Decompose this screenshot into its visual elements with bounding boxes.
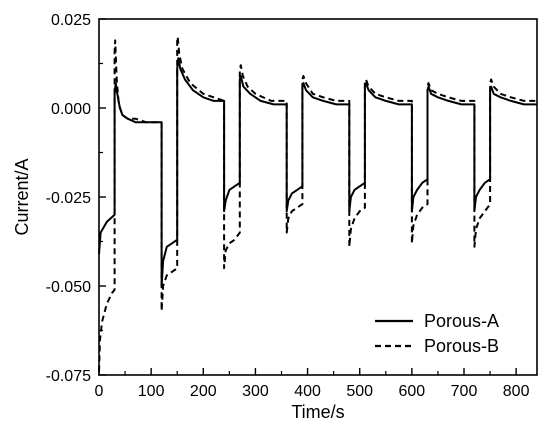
- series-line-porous-a: [98, 57, 537, 287]
- legend-label-porous-b: Porous-B: [424, 336, 499, 356]
- legend-label-porous-a: Porous-A: [424, 311, 499, 331]
- x-tick-label: 100: [138, 383, 165, 400]
- legend: Porous-A Porous-B: [375, 311, 499, 356]
- y-tick-label: -0.050: [46, 279, 91, 296]
- y-axis-title: Current/A: [12, 158, 32, 235]
- series-line-porous-b: [98, 35, 537, 372]
- series-layer: [98, 35, 537, 372]
- x-tick-label: 700: [451, 383, 478, 400]
- x-tick-label: 600: [399, 383, 426, 400]
- x-tick-label: 800: [503, 383, 530, 400]
- y-tick-label: -0.025: [46, 190, 91, 207]
- x-tick-label: 400: [294, 383, 321, 400]
- x-tick-label: 500: [346, 383, 373, 400]
- x-tick-label: 0: [95, 383, 104, 400]
- x-tick-label: 300: [242, 383, 269, 400]
- y-tick-label: 0.000: [51, 101, 91, 118]
- x-tick-label: 200: [190, 383, 217, 400]
- y-tick-label: -0.075: [46, 368, 91, 385]
- x-axis-title: Time/s: [291, 402, 344, 422]
- ticks-layer: 0 100 200 300 400 500 600 700 800 0.025 0.000 -0.02…: [46, 12, 530, 400]
- y-tick-label: 0.025: [51, 12, 91, 29]
